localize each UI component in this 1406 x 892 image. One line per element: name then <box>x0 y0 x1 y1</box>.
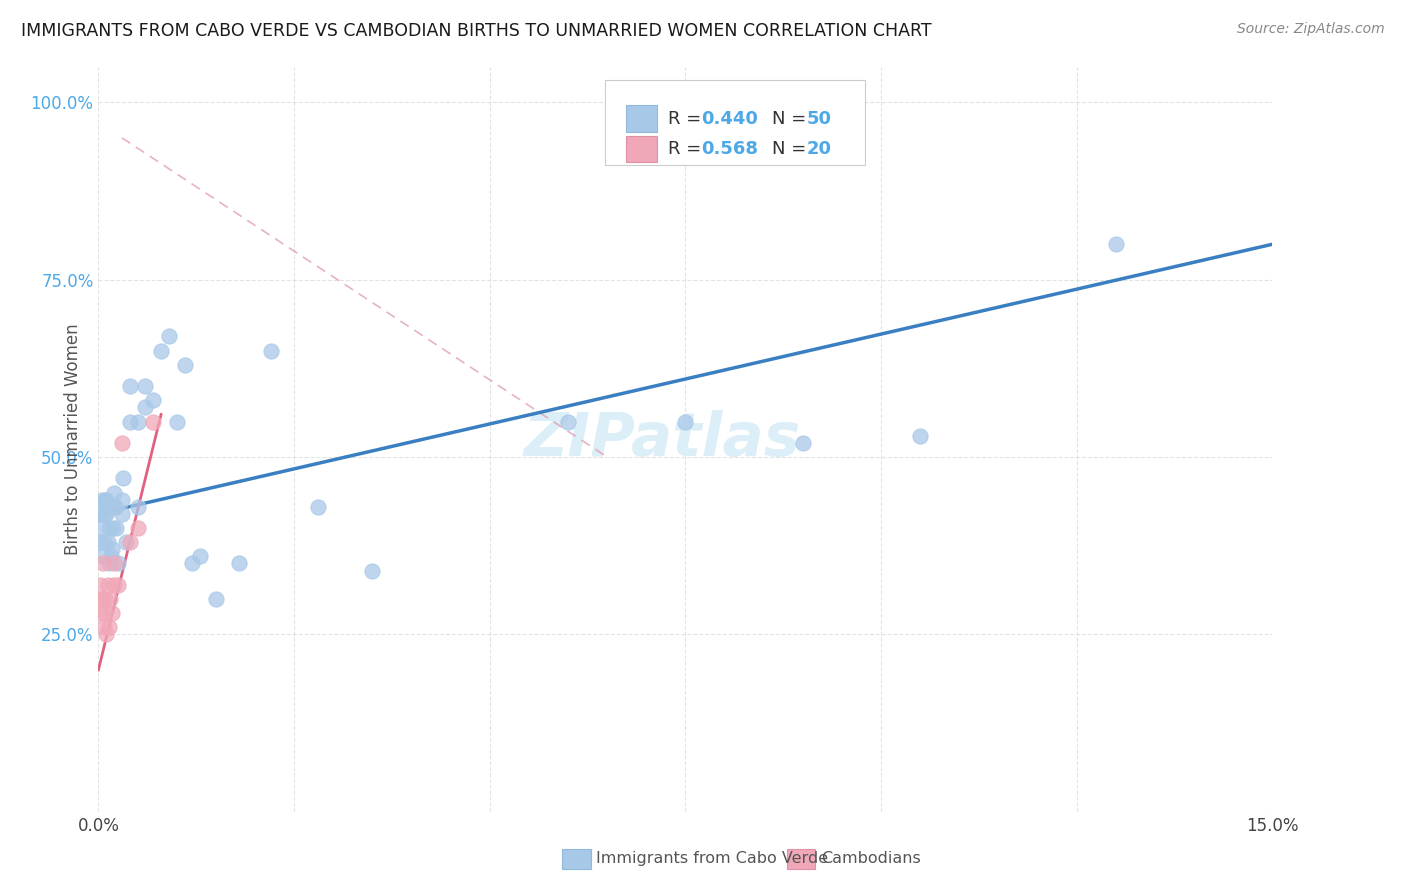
Point <box>910 429 932 443</box>
Point <box>118 379 141 393</box>
Point <box>134 401 156 415</box>
Point <box>114 535 136 549</box>
Point <box>173 358 195 372</box>
Y-axis label: Births to Unmarried Women: Births to Unmarried Women <box>63 324 82 555</box>
Point <box>100 606 122 620</box>
Point <box>93 620 115 634</box>
Point <box>142 415 165 429</box>
Point <box>90 591 112 606</box>
Point <box>361 564 384 578</box>
Point <box>90 606 112 620</box>
Point <box>142 393 165 408</box>
Point <box>97 578 120 592</box>
Point <box>103 557 125 571</box>
Point <box>97 620 120 634</box>
Point <box>181 557 204 571</box>
Point <box>205 591 228 606</box>
Point <box>127 500 149 514</box>
Point <box>101 521 124 535</box>
Point <box>100 542 122 557</box>
Text: R =: R = <box>668 110 707 128</box>
Point <box>98 591 121 606</box>
Point <box>105 500 128 514</box>
Point <box>104 521 127 535</box>
Text: Cambodians: Cambodians <box>821 851 921 865</box>
Point <box>91 591 114 606</box>
Point <box>89 535 111 549</box>
Point <box>94 492 117 507</box>
Point <box>91 557 114 571</box>
Point <box>111 435 134 450</box>
Text: Immigrants from Cabo Verde: Immigrants from Cabo Verde <box>596 851 828 865</box>
Text: R =: R = <box>668 140 707 158</box>
Point <box>90 507 112 521</box>
Point <box>107 557 129 571</box>
Point <box>792 435 814 450</box>
Point <box>112 471 135 485</box>
Point <box>228 557 250 571</box>
Point <box>134 379 156 393</box>
Point <box>675 415 697 429</box>
Point <box>93 535 115 549</box>
Point <box>127 521 149 535</box>
Point <box>557 415 579 429</box>
Point <box>118 415 141 429</box>
Point <box>97 535 120 549</box>
Point <box>111 507 134 521</box>
Point <box>91 521 114 535</box>
Point <box>93 606 115 620</box>
Point <box>91 507 114 521</box>
Text: Source: ZipAtlas.com: Source: ZipAtlas.com <box>1237 22 1385 37</box>
Point <box>94 591 117 606</box>
Text: N =: N = <box>772 110 811 128</box>
Text: N =: N = <box>772 140 811 158</box>
Point <box>103 578 125 592</box>
Text: 0.568: 0.568 <box>702 140 759 158</box>
Point <box>103 485 125 500</box>
Point <box>91 549 114 564</box>
Point <box>1105 237 1128 252</box>
Point <box>97 557 120 571</box>
Point <box>98 521 121 535</box>
Point <box>89 578 111 592</box>
Point <box>96 492 118 507</box>
Point <box>166 415 188 429</box>
Text: 50: 50 <box>807 110 832 128</box>
Point <box>111 492 134 507</box>
Point <box>96 507 118 521</box>
Point <box>100 549 122 564</box>
Point <box>98 500 121 514</box>
Point <box>127 415 149 429</box>
Point <box>103 500 125 514</box>
Point <box>90 492 112 507</box>
Point <box>307 500 329 514</box>
Text: ZIPatlas: ZIPatlas <box>523 409 800 469</box>
Point <box>157 329 180 343</box>
Text: 20: 20 <box>807 140 832 158</box>
Point <box>150 343 173 358</box>
Point <box>118 535 141 549</box>
Point <box>93 507 115 521</box>
Text: 0.440: 0.440 <box>702 110 758 128</box>
Text: IMMIGRANTS FROM CABO VERDE VS CAMBODIAN BIRTHS TO UNMARRIED WOMEN CORRELATION CH: IMMIGRANTS FROM CABO VERDE VS CAMBODIAN … <box>21 22 932 40</box>
Point <box>188 549 211 564</box>
Point <box>96 627 118 641</box>
Point <box>107 578 129 592</box>
Point <box>259 343 281 358</box>
